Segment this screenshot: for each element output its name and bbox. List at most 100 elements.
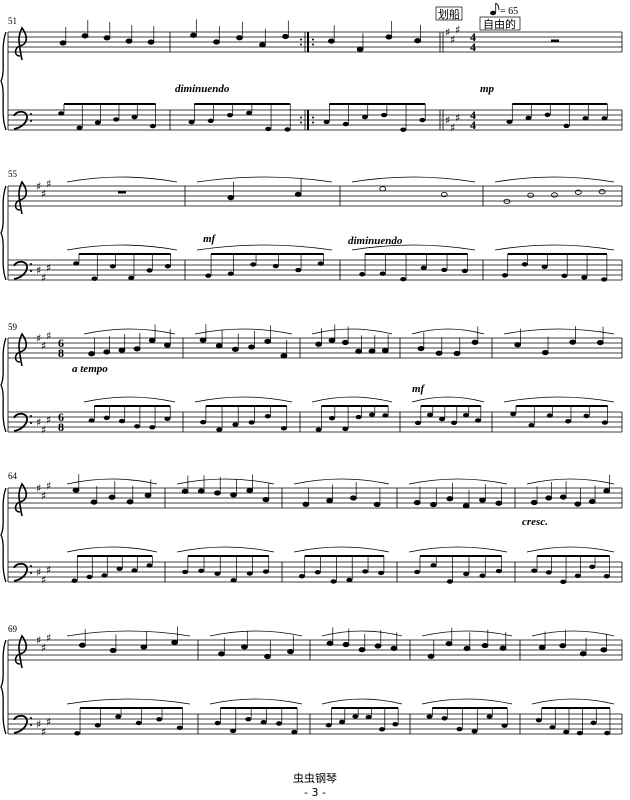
slur: [66, 630, 191, 637]
note-head: [413, 499, 421, 506]
note-head: [156, 717, 163, 722]
note-head: [71, 578, 78, 583]
note-head: [144, 492, 152, 499]
note-head: [479, 573, 486, 578]
note-head: [259, 42, 266, 48]
brace-icon: [0, 337, 7, 433]
note-head: [246, 110, 253, 116]
measure-number: 51: [8, 16, 17, 26]
note-head: [486, 714, 493, 719]
note-head: [58, 111, 65, 116]
repeat-dot: [300, 116, 302, 119]
dynamic-diminuendo: diminuendo: [175, 83, 230, 95]
note-head: [227, 195, 235, 201]
slur: [408, 546, 508, 553]
slur: [531, 698, 615, 705]
slur: [421, 698, 513, 705]
measure-number: 55: [8, 169, 18, 179]
rest-icon: [118, 191, 126, 194]
note-head: [94, 120, 101, 125]
bass-clef-dot: [30, 113, 32, 115]
note-head: [329, 415, 335, 421]
note-head: [88, 418, 95, 423]
note-head: [213, 39, 220, 45]
slur: [194, 328, 293, 335]
note-head: [439, 416, 445, 422]
note-head: [115, 714, 122, 719]
time-signature: 8: [58, 346, 64, 360]
note-head: [287, 648, 294, 655]
note-head: [374, 643, 382, 649]
note-head: [188, 119, 195, 125]
note-head: [441, 267, 448, 273]
note-head: [199, 337, 207, 343]
slur: [526, 546, 615, 553]
note-head: [349, 495, 357, 501]
note-head: [546, 413, 553, 418]
slur: [408, 478, 508, 485]
note-head: [260, 719, 267, 725]
tempo-mark: = 65: [500, 6, 518, 17]
note-head: [190, 32, 197, 38]
slur: [503, 328, 615, 335]
note-head: [149, 123, 156, 129]
slur: [311, 396, 393, 403]
note-head: [230, 492, 237, 498]
repeat-dot: [312, 43, 314, 46]
note-head: [544, 112, 551, 117]
note-head: [205, 273, 212, 278]
note-head: [317, 261, 324, 266]
slur: [176, 478, 275, 485]
note-head: [109, 647, 117, 654]
note-head: [302, 501, 310, 507]
note-head: [149, 425, 156, 430]
note-head: [368, 348, 376, 354]
note-head: [103, 415, 110, 421]
note-head: [314, 570, 321, 575]
sharp-icon: ♯: [36, 482, 41, 495]
note-head: [583, 413, 590, 419]
tempo-a-tempo: a tempo: [72, 363, 108, 375]
bass-clef-icon: [13, 260, 28, 280]
note-head: [101, 573, 108, 578]
sharp-icon: ♯: [455, 24, 460, 37]
rehearsal-text: 划船: [438, 7, 460, 21]
measure-number: 59: [8, 322, 18, 332]
note-head: [72, 487, 80, 493]
slur: [66, 176, 178, 183]
time-signature: 6: [58, 336, 64, 350]
slur: [494, 244, 615, 251]
note-head: [382, 413, 389, 418]
slur: [176, 546, 275, 553]
note-head: [272, 263, 279, 269]
note-head: [535, 717, 542, 723]
repeat-dot: [312, 116, 314, 119]
sharp-icon: ♯: [46, 262, 51, 275]
note-head: [284, 127, 291, 132]
note-head: [207, 118, 214, 123]
note-head: [574, 501, 582, 507]
note-head: [427, 412, 433, 418]
note-head: [90, 499, 98, 505]
treble-clef-icon: [14, 180, 28, 215]
note-head: [264, 414, 271, 419]
note-head: [379, 271, 386, 276]
note-head: [326, 640, 334, 646]
note-head: [365, 714, 372, 720]
note-head: [226, 112, 233, 118]
sharp-icon: ♯: [46, 414, 51, 427]
note-head: [381, 112, 388, 118]
note-head: [339, 719, 345, 725]
dynamic-mp: mp: [480, 83, 495, 95]
note-head: [440, 191, 448, 198]
measure-number: 69: [8, 624, 18, 634]
note-head: [116, 566, 123, 572]
bass-clef-dot: [30, 572, 32, 574]
note-head: [356, 46, 364, 52]
note-head: [446, 579, 453, 584]
note-head: [109, 264, 116, 269]
note-head: [451, 420, 457, 425]
note-head: [549, 725, 556, 730]
note-head: [315, 341, 323, 347]
sharp-icon: ♯: [36, 416, 41, 429]
